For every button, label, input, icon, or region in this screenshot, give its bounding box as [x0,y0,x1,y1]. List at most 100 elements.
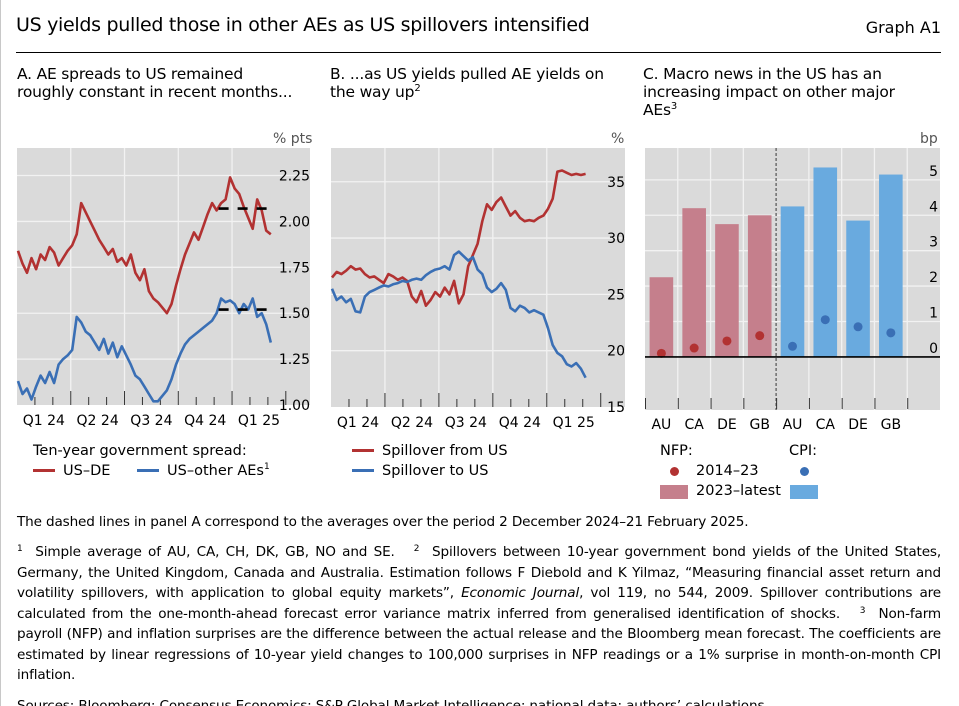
x-tick-label: Q4 24 [184,413,226,429]
legend-cpi-heading: CPI: [789,443,818,459]
legend-label: US–other AEs [167,463,264,479]
bar-nfp-2023-latest [747,215,772,357]
footnote-3: Non-farm payroll (NFP) and inflation sur… [17,605,942,684]
x-tick-label: Q1 24 [23,413,65,429]
panel-c-title: C. Macro news in the US has an increasin… [643,65,895,119]
y-tick-label: 20 [607,344,625,360]
y-tick-label: 3 [929,235,938,251]
dot-nfp-2014-23 [656,348,666,358]
y-tick-label: 2.25 [279,169,310,185]
x-tick-label: GB [881,417,901,433]
panel-b-chart: 15 20 25 30 35 Q1 24 Q2 24 Q3 24 Q4 24 Q1 25 [330,148,625,431]
figure-frame [0,0,1,706]
panel-c-title-line3: AEs [643,101,671,119]
bar-nfp-2023-latest [715,224,739,357]
legend-item-spillover-from: Spillover from US [352,441,508,461]
footnote-ref: 3 [670,101,678,112]
legend-item-us-de: US–DE [33,463,110,479]
x-tick-label: DE [848,417,868,433]
x-tick-label: CA [816,417,836,433]
bar-nfp-2023-latest [682,208,706,357]
y-tick-label: 2.00 [279,214,310,230]
bar-cpi-2023-latest [846,220,870,357]
bar-cpi-2023-latest [780,206,805,357]
footnote-1: Simple average of AU, CA, CH, DK, GB, NO… [35,544,395,560]
legend-label-2023-latest: 2023–latest [696,483,781,499]
legend-item-spillover-to: Spillover to US [352,461,508,481]
legend-heading: Ten-year government spread: [33,443,247,459]
y-tick-label: 35 [607,175,625,191]
dashed-note: The dashed lines in panel A correspond t… [17,514,749,530]
legend-swatch-red [33,468,55,472]
y-tick-label: 1.75 [279,260,310,276]
x-tick-label: CA [684,417,704,433]
dot-nfp-2014-23 [689,343,699,353]
y-tick-label: 1.00 [279,398,310,414]
bar-cpi-2023-latest [813,167,838,357]
footnote-marker: 3 [859,605,866,616]
panel-b-title: B. ...as US yields pulled AE yields on t… [330,65,604,101]
bar-cpi-2023-latest [879,174,903,357]
x-tick-label: AU [651,417,671,433]
panel-c-title-line1: C. Macro news in the US has an [643,65,882,83]
graph-id: Graph A1 [865,18,941,37]
panel-b-title-line2: the way up [330,83,415,101]
legend-dot-red [670,467,679,476]
panel-a-unit: % pts [273,131,313,147]
panel-a-title-line2: roughly constant in recent months... [17,83,293,101]
dot-nfp-2014-23 [755,331,765,341]
footnote-ref: 2 [414,83,421,94]
panel-a-title-line1: A. AE spreads to US remained [17,65,243,83]
panel-a-chart: 1.00 1.25 1.50 1.75 2.00 2.25 Q1 24 Q2 24 Q3 24 Q… [16,148,310,429]
dot-cpi-2014-23 [853,322,863,332]
x-tick-label: AU [783,417,803,433]
plot-area [17,148,310,405]
footnote-marker: 1 [17,544,23,554]
y-tick-label: 25 [607,287,625,303]
legend-item-us-other: US–other AEs1 [137,463,270,479]
legend-label: Spillover to US [382,463,489,479]
x-tick-label: Q2 24 [77,413,119,429]
footnote-marker: 2 [413,544,420,554]
legend-swatch-red [352,448,374,452]
y-tick-label: 4 [929,199,938,215]
y-tick-label: 30 [607,231,625,247]
x-tick-label: Q3 24 [130,413,172,429]
figure-title: US yields pulled those in other AEs as U… [16,14,590,36]
y-tick-label: 1.50 [279,306,310,322]
footnote-2a: Spillovers between 10-year government bo… [17,544,942,601]
dot-cpi-2014-23 [788,341,797,351]
series-line-us-de [16,176,272,315]
x-tick-label: Q1 24 [337,415,379,431]
series-line-us-other-aes [16,297,273,403]
legend-swatch-blue [352,468,374,472]
legend-swatch-blue [137,468,160,472]
series-line-spillover-from-us [331,169,586,307]
x-tick-label: Q2 24 [391,415,433,431]
sources: Sources: Bloomberg; Consensus Economics;… [17,697,769,706]
x-tick-label: Q1 25 [553,415,595,431]
legend-label: US–DE [63,463,111,479]
footnote-2b: , vol 119, no 544, 2009. Spillover contr… [17,585,941,622]
x-tick-label: Q4 24 [499,415,541,431]
x-tick-label: DE [717,417,737,433]
y-tick-label: 1.25 [279,352,310,368]
legend-label: Spillover from US [382,443,508,459]
legend-bar-blue [790,485,818,499]
legend-bar-red [660,485,688,499]
panel-b-title-line1: B. ...as US yields pulled AE yields on [330,65,604,83]
panel-b-legend: Spillover from US Spillover to US [352,441,508,481]
panel-a-title: A. AE spreads to US remained roughly con… [17,65,292,101]
panel-b-unit: % [611,131,625,147]
x-tick-label: GB [749,417,769,433]
dot-cpi-2014-23 [886,328,896,338]
footnotes: 1 Simple average of AU, CA, CH, DK, GB, … [17,542,941,706]
title-rule [16,52,941,53]
y-tick-label: 0 [929,341,938,357]
legend-label-2014-23: 2014–23 [696,463,759,479]
panel-a-legend: Ten-year government spread: US–DE US–oth… [33,441,270,481]
legend-nfp-heading: NFP: [660,443,693,459]
x-tick-label: Q1 25 [238,413,280,429]
dot-nfp-2014-23 [722,336,732,346]
y-tick-label: 1 [929,305,938,321]
